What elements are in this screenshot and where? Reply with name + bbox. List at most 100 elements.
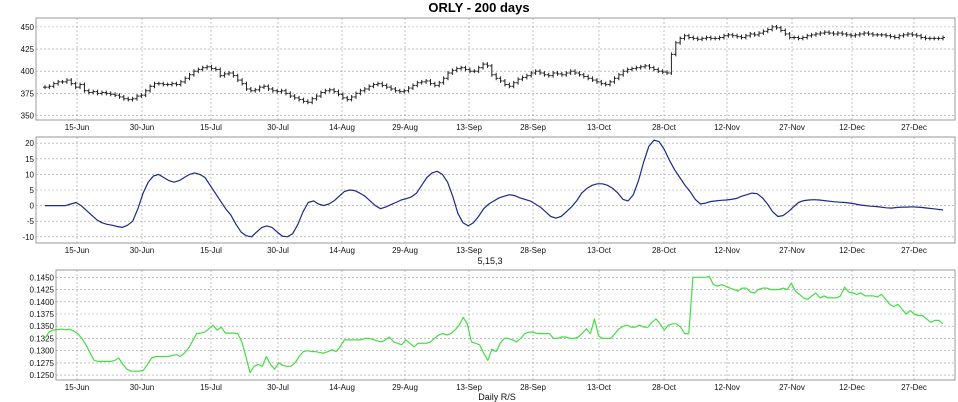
price-bar — [844, 32, 849, 37]
price-bar — [901, 32, 906, 38]
price-bar — [47, 84, 52, 90]
price-bar — [380, 81, 385, 88]
price-bar — [774, 24, 779, 30]
price-bar — [327, 87, 332, 93]
price-bar — [310, 96, 315, 105]
price-bar — [481, 62, 486, 70]
price-bar — [222, 71, 227, 78]
price-bar — [590, 76, 595, 83]
price-bar — [713, 36, 718, 41]
chart-title: ORLY - 200 days — [428, 0, 529, 15]
x-tick-label-30-jul: 30-Jul — [267, 123, 289, 132]
price-bar — [511, 80, 516, 89]
price-bar — [104, 90, 109, 96]
price-bar — [765, 27, 770, 34]
price-bar — [581, 72, 586, 79]
x-tick-label-13-oct: 13-Oct — [587, 123, 612, 132]
price-bar — [616, 72, 621, 81]
price-bar — [840, 31, 845, 36]
y-tick-label: -5 — [27, 217, 35, 226]
y-tick-label: 5 — [30, 186, 35, 195]
y-tick-label: 0 — [30, 202, 35, 211]
price-bar — [196, 67, 201, 74]
price-bar — [253, 87, 258, 93]
y-tick-label: -10 — [22, 233, 34, 242]
price-bar — [813, 32, 818, 37]
price-bar — [51, 81, 56, 89]
price-bar — [884, 32, 889, 38]
price-bar — [187, 72, 192, 81]
price-bar — [502, 79, 507, 87]
price-bar — [520, 75, 525, 82]
price-bar — [406, 86, 411, 93]
price-bar — [446, 71, 451, 81]
price-bar — [476, 65, 481, 74]
price-bar — [441, 76, 446, 85]
y-tick-label: 0.1400 — [30, 298, 55, 307]
price-bar — [384, 83, 389, 90]
price-bar — [932, 36, 937, 41]
price-bar — [156, 81, 161, 86]
x-tick-label-30-jun: 30-Jun — [130, 123, 154, 132]
y-tick-label: 425 — [21, 45, 35, 54]
price-bar — [314, 94, 319, 101]
y-tick-label: 0.1425 — [30, 286, 55, 295]
price-bar — [822, 30, 827, 36]
price-bar — [161, 81, 166, 87]
x-tick-label-27-nov: 27-Nov — [779, 123, 805, 132]
price-bar — [586, 74, 591, 81]
price-bar — [752, 32, 757, 37]
price-bar — [787, 32, 792, 40]
price-bar — [305, 99, 310, 105]
price-bar — [336, 89, 341, 97]
price-bar — [288, 91, 293, 99]
y-tick-label: 0.1375 — [30, 310, 55, 319]
price-bar — [800, 35, 805, 41]
x-tick-label-30-jul: 30-Jul — [267, 246, 289, 255]
price-bar — [761, 29, 766, 36]
price-bar — [546, 72, 551, 78]
price-bar — [494, 72, 499, 81]
price-bar — [599, 79, 604, 86]
price-bar — [559, 71, 564, 77]
price-bar — [537, 69, 542, 75]
price-bar — [60, 79, 65, 84]
price-bar — [283, 88, 288, 96]
price-bar — [240, 78, 245, 86]
price-bar — [148, 84, 153, 93]
x-axis-label: Daily R/S — [478, 392, 516, 402]
price-bar — [292, 94, 297, 100]
price-bar — [174, 81, 179, 87]
x-tick-label-13-oct: 13-Oct — [587, 383, 612, 392]
x-tick-label-12-dec: 12-Dec — [839, 123, 865, 132]
price-bar — [673, 40, 678, 57]
price-bar — [95, 89, 100, 96]
price-bar — [463, 65, 468, 72]
price-bar — [191, 69, 196, 77]
price-bar — [358, 88, 363, 96]
price-bar — [248, 87, 253, 93]
price-bar — [218, 67, 223, 78]
price-bar — [524, 73, 529, 80]
price-bar — [121, 94, 126, 101]
price-bar — [99, 90, 104, 96]
y-tick-label: 350 — [21, 112, 35, 121]
price-bar — [244, 81, 249, 91]
price-bar — [726, 32, 731, 38]
x-tick-label-15-jun: 15-Jun — [65, 246, 89, 255]
price-bar — [432, 81, 437, 88]
price-bar — [691, 35, 696, 41]
x-tick-label-27-dec: 27-Dec — [901, 383, 927, 392]
price-bar — [139, 93, 144, 99]
price-bar — [231, 71, 236, 78]
price-bar — [428, 79, 433, 86]
price-bar — [809, 32, 814, 38]
price-bar — [64, 78, 69, 84]
price-bar — [86, 88, 91, 95]
x-tick-label-27-dec: 27-Dec — [901, 123, 927, 132]
price-bar — [862, 31, 867, 36]
price-bar — [625, 67, 630, 74]
price-bar — [130, 96, 135, 102]
price-bar — [853, 32, 858, 38]
price-bar — [717, 35, 722, 41]
